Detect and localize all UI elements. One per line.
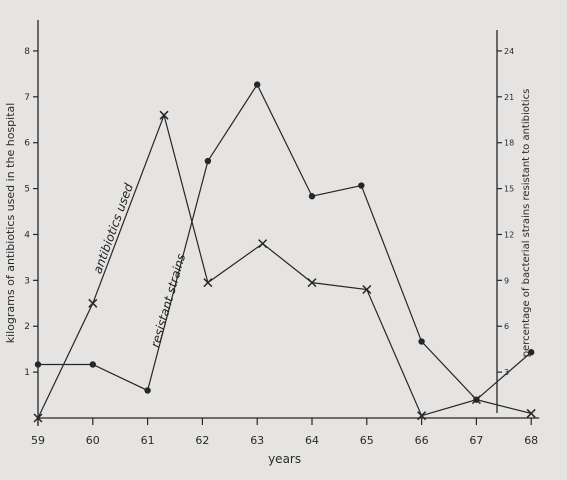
x-tick-label: 60 [86, 434, 100, 447]
data-point [89, 361, 97, 368]
x-tick-label: 64 [305, 434, 319, 447]
y2-tick-label: 6 [504, 322, 509, 331]
data-point [203, 278, 213, 288]
ticks: 59 60 61 62 63 64 65 66 67 6812345678369121518212… [24, 47, 538, 447]
data-point [204, 157, 212, 165]
y-tick-label: 5 [24, 185, 30, 195]
annotation-resistant-strains: resistant strains [148, 252, 188, 349]
x-tick-label: 67 [469, 434, 483, 447]
data-point [473, 396, 480, 403]
data-point [144, 387, 151, 394]
x-tick-label: 66 [415, 434, 429, 447]
data-point [528, 349, 535, 356]
x-tick-label: 62 [195, 434, 209, 447]
x-tick-label: 65 [360, 434, 374, 447]
y2-tick-label: 24 [504, 47, 514, 56]
data-point [254, 81, 261, 88]
y-tick-label: 2 [24, 322, 30, 332]
annotation-antibiotics-used: antibiotics used [90, 181, 136, 275]
x-tick-label: 61 [141, 434, 155, 447]
data-point [362, 284, 372, 295]
y2-tick-label: 18 [504, 139, 514, 148]
x-tick-label: 68 [524, 434, 538, 447]
x-tick-label: 63 [250, 434, 264, 447]
data-point [526, 408, 536, 418]
y2-tick-label: 15 [504, 185, 514, 194]
series-lines [37, 83, 532, 419]
data-point [34, 361, 42, 368]
y2-tick-label: 21 [504, 93, 514, 102]
y2-tick-label: 3 [504, 368, 509, 377]
data-point [33, 413, 43, 423]
y-tick-label: 8 [24, 47, 30, 57]
series-line-0 [37, 113, 532, 419]
x-tick-label: 59 [31, 434, 45, 447]
series-line-1 [38, 83, 532, 401]
y-tick-label: 3 [24, 276, 30, 286]
data-point [307, 278, 317, 288]
data-point [358, 182, 365, 189]
data-point [88, 298, 98, 308]
series-markers [33, 81, 536, 423]
labels: years kilograms of antibiotics used in t… [4, 89, 532, 466]
axes [37, 20, 540, 426]
y-tick-label: 7 [24, 93, 30, 103]
data-point [417, 411, 427, 421]
y-axis-label: kilograms of antibiotics used in the hos… [4, 103, 17, 344]
y2-tick-label: 12 [504, 230, 514, 239]
y2-tick-label: 9 [504, 276, 509, 285]
data-point [258, 239, 268, 249]
y-tick-label: 4 [24, 230, 30, 240]
data-point [308, 193, 316, 200]
y-tick-label: 1 [24, 368, 30, 378]
data-point [418, 338, 425, 345]
y-tick-label: 6 [24, 139, 30, 149]
data-point [159, 110, 169, 120]
x-axis-label: years [268, 452, 301, 466]
y2-axis-label: percentage of bacterial strains resistan… [521, 89, 532, 358]
